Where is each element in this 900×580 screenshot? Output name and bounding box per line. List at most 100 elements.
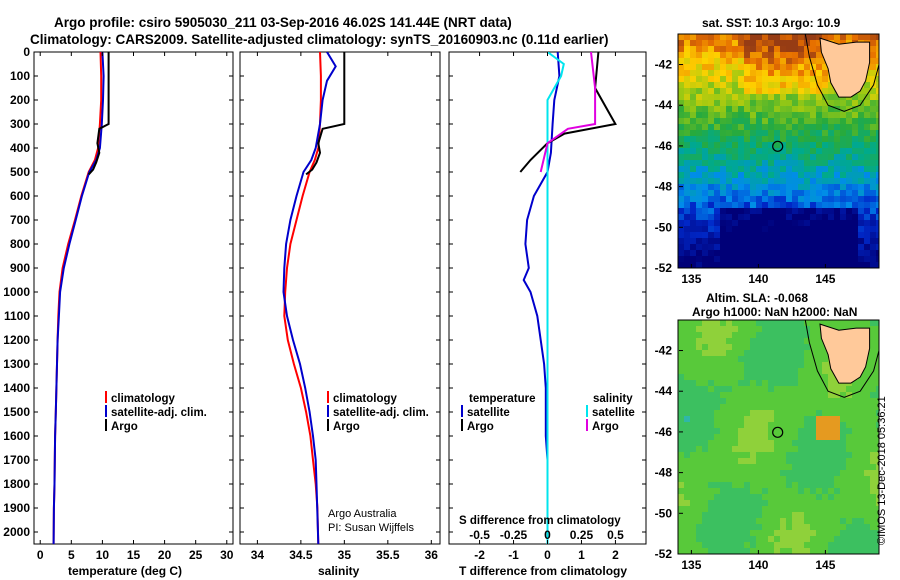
map-cell [744,226,750,232]
map-cell [810,428,816,434]
map-cell [756,356,762,362]
map-cell [810,548,816,554]
map-cell [774,470,780,476]
map-cell [678,452,684,458]
map-cell [810,536,816,542]
map-cell [864,530,870,536]
map-cell [762,160,768,166]
map-cell [810,88,816,94]
map-cell [738,416,744,422]
map-cell [756,178,762,184]
map-cell [678,196,684,202]
map-cell [804,542,810,548]
map-cell [870,106,876,112]
map-cell [870,362,876,368]
map-cell [816,494,822,500]
map-cell [828,422,834,428]
map-cell [876,386,879,392]
map-cell [870,244,876,250]
map-cell [804,440,810,446]
map-cell [870,88,876,94]
map-cell [714,226,720,232]
map-cell [690,136,696,142]
map-cell [810,398,816,404]
map-cell [702,184,708,190]
map-cell [846,320,852,326]
map-cell [852,500,858,506]
map-cell [738,214,744,220]
map-cell [678,518,684,524]
map-cell [720,88,726,94]
map-cell [762,512,768,518]
map-cell [696,476,702,482]
map-cell [690,124,696,130]
map-cell [738,320,744,326]
map-cell [816,100,822,106]
map-cell [792,494,798,500]
map-cell [702,238,708,244]
map-cell [810,476,816,482]
map-cell [696,58,702,64]
map-cell [690,464,696,470]
map-cell [768,190,774,196]
map-cell [810,326,816,332]
map-cell [864,476,870,482]
map-cell [834,256,840,262]
map-cell [732,524,738,530]
map-cell [744,136,750,142]
map-cell [774,398,780,404]
map-cell [774,154,780,160]
map-cell [834,536,840,542]
depth-tick-label: 1100 [4,309,30,323]
map-cell [858,106,864,112]
map-cell [738,356,744,362]
map-cell [774,58,780,64]
map-cell [828,118,834,124]
map-cell [816,458,822,464]
map-cell [846,148,852,154]
map-cell [696,470,702,476]
map-cell [852,404,858,410]
map-cell [858,172,864,178]
map-cell [828,172,834,178]
map-cell [684,374,690,380]
map-cell [768,70,774,76]
map-cell [792,326,798,332]
map-cell [690,470,696,476]
map-cell [840,434,846,440]
map-cell [780,100,786,106]
map-cell [792,362,798,368]
map-cell [804,112,810,118]
map-cell [852,136,858,142]
map-cell [690,524,696,530]
map-cell [702,476,708,482]
map-cell [744,244,750,250]
map-cell [798,434,804,440]
map-cell [846,422,852,428]
map-cell [822,244,828,250]
map-cell [720,470,726,476]
map-cell [702,464,708,470]
map-cell [846,190,852,196]
map-cell [810,172,816,178]
map-cell [822,166,828,172]
map-cell [870,238,876,244]
map-cell [720,148,726,154]
map-cell [828,446,834,452]
map-cell [780,196,786,202]
map-cell [756,124,762,130]
map-cell [702,166,708,172]
map-cell [822,368,828,374]
map-cell [732,190,738,196]
map-cell [864,440,870,446]
map-cell [768,184,774,190]
map-cell [840,464,846,470]
map-cell [738,482,744,488]
map-cell [684,488,690,494]
map-cell [834,452,840,458]
map-cell [732,136,738,142]
map-cell [804,256,810,262]
map-cell [870,190,876,196]
map-cell [798,332,804,338]
map-cell [786,392,792,398]
